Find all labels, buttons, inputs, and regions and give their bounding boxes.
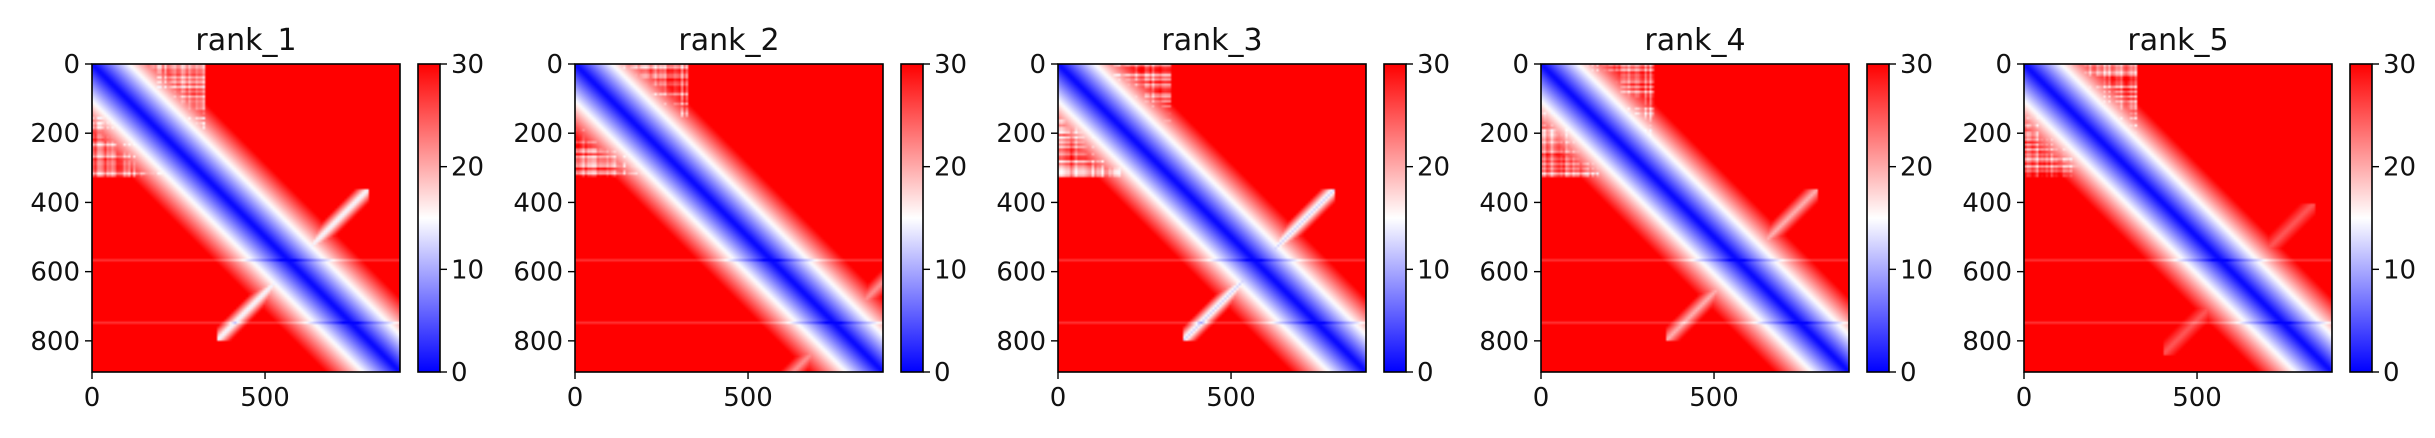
x-tick-label: 500 [1689,383,1739,413]
panel-title: rank_3 [1161,23,1262,58]
heatmap-image [575,64,883,372]
x-tick-label: 500 [240,383,290,413]
y-tick-label: 0 [546,50,563,80]
colorbar-tick-label: 30 [2383,50,2416,80]
x-tick-label: 500 [723,383,773,413]
colorbar-tick-label: 20 [1900,153,1933,183]
plot-frame [574,63,884,373]
y-tick-label: 200 [1962,119,2012,149]
plot-frame [91,63,401,373]
colorbar-tick-label: 20 [1417,153,1450,183]
colorbar [1384,64,1406,372]
y-tick-label: 800 [1962,327,2012,357]
y-tick-label: 400 [30,188,80,218]
colorbar [901,64,923,372]
colorbar-frame [1866,63,1890,373]
heatmap-image [1058,64,1366,372]
colorbar-tick-label: 10 [451,255,484,285]
x-tick-label: 0 [84,383,101,413]
y-tick-label: 600 [1479,258,1529,288]
x-tick-label: 0 [2016,383,2033,413]
y-tick-label: 600 [30,258,80,288]
colorbar [418,64,440,372]
x-tick-label: 0 [567,383,584,413]
colorbar-tick-label: 0 [1417,358,1434,388]
colorbar-frame [900,63,924,373]
colorbar-tick-label: 0 [934,358,951,388]
heatmap-image [92,64,400,372]
y-tick-label: 800 [1479,327,1529,357]
colorbar-tick-label: 20 [934,153,967,183]
y-tick-label: 800 [996,327,1046,357]
panel-title: rank_2 [678,23,779,58]
colorbar-tick-label: 0 [2383,358,2400,388]
colorbar-tick-label: 30 [451,50,484,80]
y-tick-label: 400 [1962,188,2012,218]
x-tick-label: 500 [1206,383,1256,413]
colorbar-tick-label: 10 [1417,255,1450,285]
colorbar-tick-label: 30 [1900,50,1933,80]
panel-title: rank_4 [1644,23,1745,58]
plot-frame [2023,63,2333,373]
plot-frame [1057,63,1367,373]
colorbar [1867,64,1889,372]
colorbar-tick-label: 20 [2383,153,2416,183]
y-tick-label: 600 [996,258,1046,288]
x-tick-label: 500 [2172,383,2222,413]
y-tick-label: 200 [996,119,1046,149]
colorbar-tick-label: 10 [934,255,967,285]
colorbar-frame [2349,63,2373,373]
y-tick-label: 0 [1029,50,1046,80]
y-tick-label: 600 [1962,258,2012,288]
y-tick-label: 200 [30,119,80,149]
colorbar [2350,64,2372,372]
y-tick-label: 0 [1512,50,1529,80]
colorbar-tick-label: 10 [1900,255,1933,285]
plot-frame [1540,63,1850,373]
y-tick-label: 0 [63,50,80,80]
y-tick-label: 400 [996,188,1046,218]
colorbar-frame [1383,63,1407,373]
y-tick-label: 800 [30,327,80,357]
y-tick-label: 400 [513,188,563,218]
y-tick-label: 200 [1479,119,1529,149]
x-tick-label: 0 [1050,383,1067,413]
y-tick-label: 0 [1995,50,2012,80]
heatmap-image [1541,64,1849,372]
colorbar-tick-label: 10 [2383,255,2416,285]
x-tick-label: 0 [1533,383,1550,413]
y-tick-label: 400 [1479,188,1529,218]
heatmap-image [2024,64,2332,372]
panel-title: rank_1 [195,23,296,58]
y-tick-label: 600 [513,258,563,288]
y-tick-label: 200 [513,119,563,149]
y-tick-label: 800 [513,327,563,357]
colorbar-tick-label: 0 [1900,358,1917,388]
colorbar-tick-label: 30 [934,50,967,80]
colorbar-frame [417,63,441,373]
colorbar-tick-label: 0 [451,358,468,388]
panel-title: rank_5 [2127,23,2228,58]
colorbar-tick-label: 30 [1417,50,1450,80]
colorbar-tick-label: 20 [451,153,484,183]
